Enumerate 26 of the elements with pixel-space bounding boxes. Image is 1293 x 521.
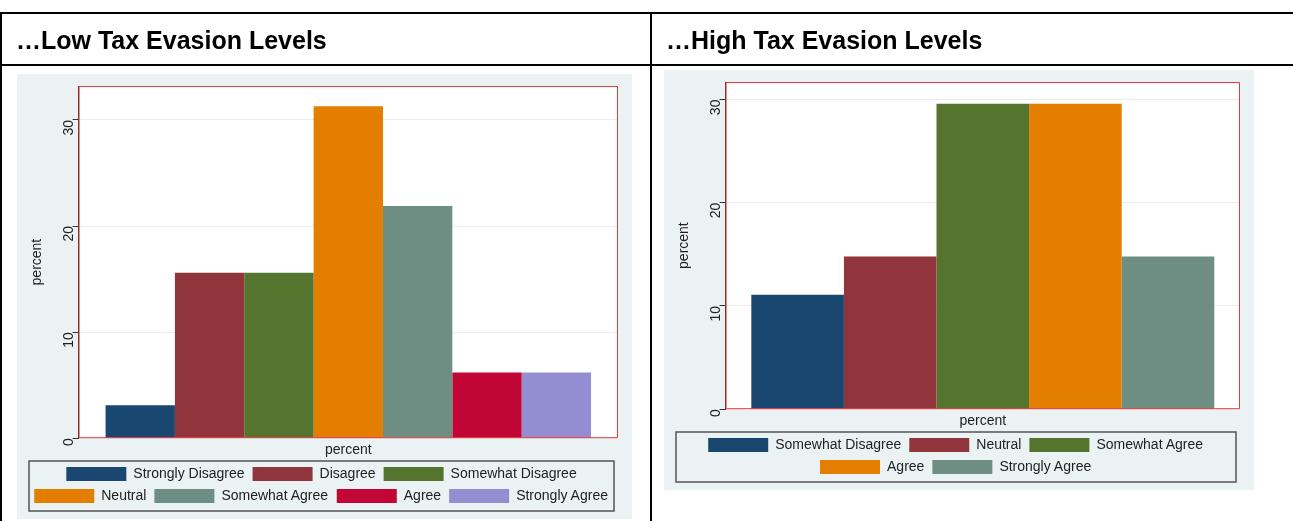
chart-title: …High Tax Evasion Levels [652, 14, 1293, 66]
legend-label: Somewhat Disagree [450, 464, 577, 481]
x-axis-title: percent [324, 441, 372, 458]
legend-label: Somewhat Agree [221, 486, 329, 503]
y-tick-label: 0 [707, 409, 724, 417]
legend-label: Disagree [319, 464, 376, 481]
legend-label: Agree [403, 486, 442, 503]
legend-label: Somewhat Disagree [775, 435, 902, 452]
legend-label: Agree [887, 457, 925, 474]
y-axis-title: percent [28, 238, 45, 286]
legend-label: Somewhat Agree [1096, 435, 1204, 452]
y-axis-title: percent [675, 222, 692, 269]
y-tick-label: 10 [60, 331, 77, 348]
legend-label: Strongly Agree [516, 486, 609, 503]
legend-label: Neutral [976, 435, 1022, 452]
chart-title: …Low Tax Evasion Levels [2, 14, 650, 66]
y-tick-label: 20 [707, 202, 724, 219]
legend-label: Strongly Disagree [133, 464, 245, 481]
y-tick-label: 20 [60, 225, 77, 242]
x-axis-title: percent [959, 412, 1007, 429]
legend-label: Strongly Agree [999, 457, 1092, 474]
y-tick-label: 10 [707, 305, 724, 322]
y-tick-label: 30 [60, 119, 77, 136]
legend-label: Neutral [101, 486, 147, 503]
y-tick-label: 0 [60, 438, 77, 446]
y-tick-label: 30 [707, 99, 724, 116]
